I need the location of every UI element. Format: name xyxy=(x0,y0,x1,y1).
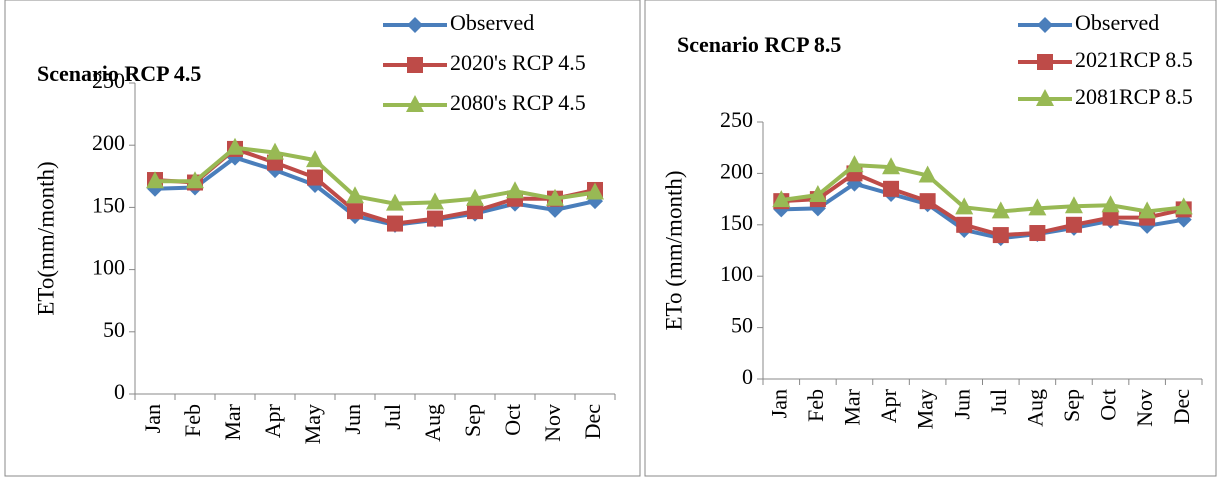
marker xyxy=(1138,201,1157,219)
series-line xyxy=(154,155,596,227)
x-tick-label: Jun xyxy=(340,404,365,435)
x-tick-label: Jan xyxy=(140,404,165,433)
x-tick-label: Apr xyxy=(260,403,285,438)
marker xyxy=(407,17,423,33)
y-axis-label: ETo (mm/month) xyxy=(661,170,686,330)
chart-title: Scenario RCP 8.5 xyxy=(677,32,841,57)
marker xyxy=(426,192,444,210)
x-tick-label: Oct xyxy=(1096,389,1121,421)
x-tick-label: Sep xyxy=(1059,389,1084,422)
marker xyxy=(307,169,323,186)
x-tick-label: Jan xyxy=(766,389,791,418)
marker xyxy=(467,203,483,220)
x-tick-label: May xyxy=(913,389,938,429)
y-tick-label: 0 xyxy=(742,364,753,389)
y-tick-label: 250 xyxy=(720,107,753,132)
marker xyxy=(406,95,424,112)
x-tick-label: Nov xyxy=(540,404,565,442)
legend-label: 2080's RCP 4.5 xyxy=(450,90,586,115)
x-tick-label: Oct xyxy=(500,404,525,436)
marker xyxy=(466,188,484,206)
marker xyxy=(1064,196,1083,214)
x-tick-label: Feb xyxy=(180,404,205,437)
x-tick-label: Aug xyxy=(1022,389,1047,427)
marker xyxy=(1174,197,1193,215)
marker xyxy=(546,188,564,206)
marker xyxy=(991,201,1010,219)
series-line xyxy=(155,145,596,206)
marker xyxy=(883,180,900,197)
y-tick-label: 250 xyxy=(92,68,125,93)
marker xyxy=(882,157,901,175)
x-tick-label: Feb xyxy=(803,389,828,422)
x-tick-label: Dec xyxy=(1169,389,1194,425)
y-tick-label: 0 xyxy=(114,379,125,404)
x-tick-label: May xyxy=(300,404,325,444)
marker xyxy=(1102,209,1119,226)
marker xyxy=(186,171,204,189)
x-tick-label: Aug xyxy=(420,404,445,442)
marker xyxy=(1037,17,1053,33)
marker xyxy=(992,227,1009,244)
marker xyxy=(387,215,403,232)
legend-label: Observed xyxy=(1075,10,1159,35)
marker xyxy=(347,203,363,220)
marker xyxy=(266,142,284,160)
marker xyxy=(407,57,423,73)
legend-label: 2021RCP 8.5 xyxy=(1075,47,1193,72)
x-tick-label: Nov xyxy=(1132,389,1157,427)
y-tick-label: 200 xyxy=(720,158,753,183)
series-line xyxy=(781,171,1185,238)
legend-label: Observed xyxy=(450,10,534,35)
x-tick-label: Jun xyxy=(949,389,974,420)
marker xyxy=(1037,54,1053,70)
marker xyxy=(956,216,973,233)
marker xyxy=(772,190,791,208)
y-tick-label: 100 xyxy=(720,261,753,286)
marker xyxy=(386,193,404,211)
x-tick-label: Jul xyxy=(380,404,405,430)
y-tick-label: 150 xyxy=(92,192,125,217)
legend-label: 2020's RCP 4.5 xyxy=(450,50,586,75)
marker xyxy=(586,182,604,200)
marker xyxy=(226,137,244,155)
marker xyxy=(1028,198,1047,216)
x-tick-label: Mar xyxy=(840,388,865,425)
series-line xyxy=(781,163,1184,214)
marker xyxy=(1029,225,1046,242)
marker xyxy=(919,193,936,210)
marker xyxy=(306,150,324,168)
legend-label: 2081RCP 8.5 xyxy=(1075,84,1193,109)
y-tick-label: 200 xyxy=(92,130,125,155)
marker xyxy=(808,184,827,202)
x-tick-label: Dec xyxy=(580,404,605,440)
y-tick-label: 150 xyxy=(720,210,753,235)
y-tick-label: 100 xyxy=(92,255,125,280)
marker xyxy=(845,155,864,173)
x-tick-label: Mar xyxy=(220,403,245,440)
chart-title: Scenario RCP 4.5 xyxy=(37,61,201,86)
marker xyxy=(1065,216,1082,233)
x-tick-label: Apr xyxy=(876,388,901,423)
marker xyxy=(955,197,974,215)
marker xyxy=(1101,195,1120,213)
marker xyxy=(146,171,164,189)
marker xyxy=(427,210,443,227)
marker xyxy=(918,165,937,183)
panel-border xyxy=(644,0,1217,477)
marker xyxy=(1036,89,1054,106)
marker xyxy=(506,181,524,199)
x-tick-label: Jul xyxy=(986,389,1011,415)
y-tick-label: 50 xyxy=(103,317,125,342)
panel-border xyxy=(4,0,641,477)
x-tick-label: Sep xyxy=(460,404,485,437)
marker xyxy=(346,186,364,204)
y-tick-label: 50 xyxy=(731,313,753,338)
y-axis-label: ETo(mm/month) xyxy=(33,161,58,315)
